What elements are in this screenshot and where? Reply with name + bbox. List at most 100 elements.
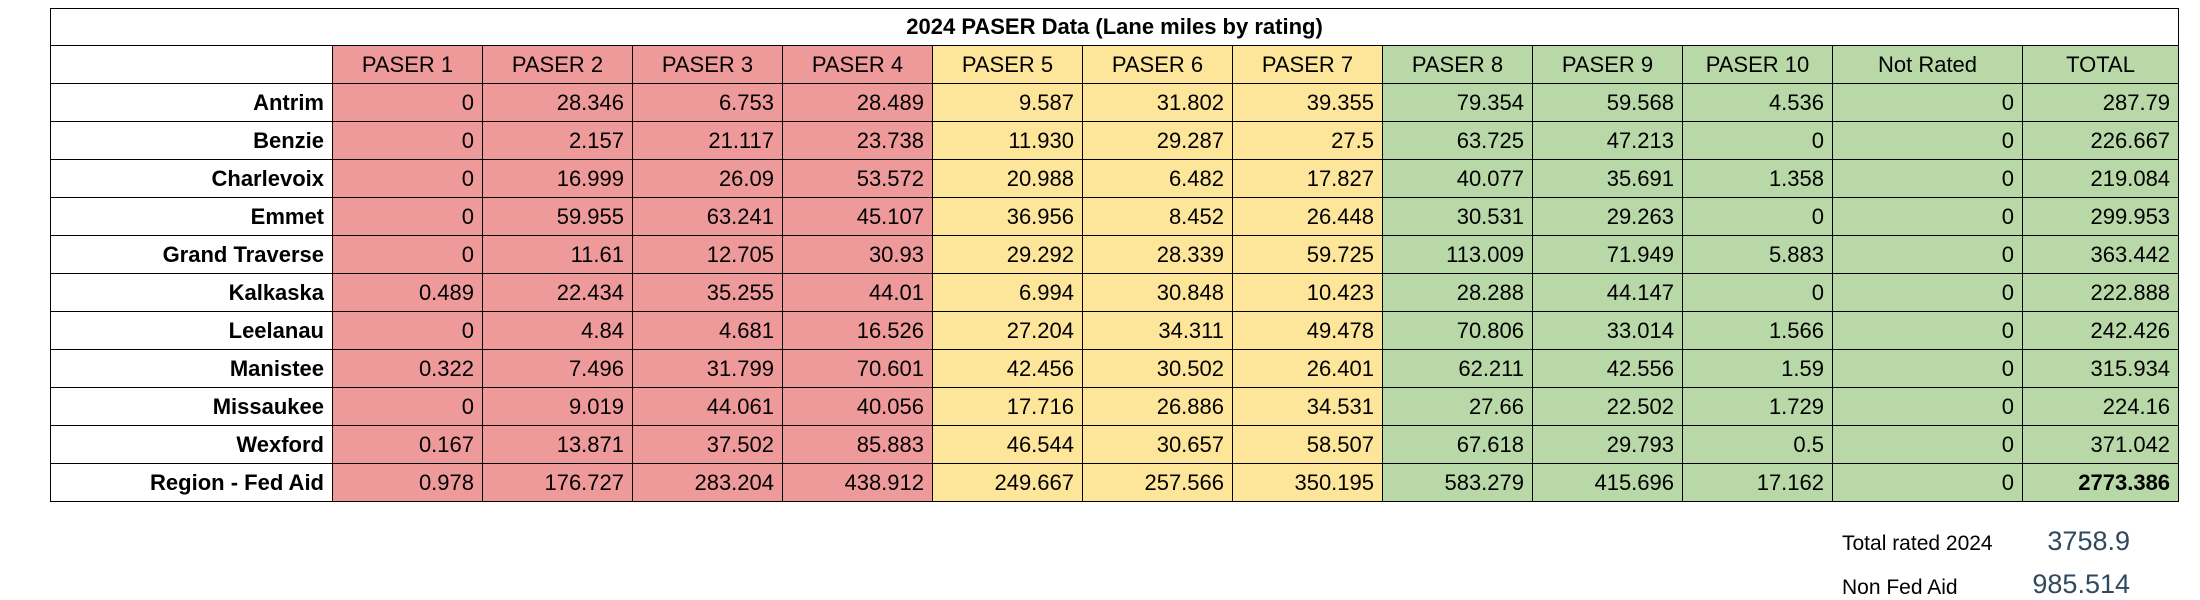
table-cell: 49.478	[1232, 311, 1383, 350]
table-cell: 35.255	[632, 273, 783, 312]
table-cell: 59.955	[482, 197, 633, 236]
table-cell: 257.566	[1082, 463, 1233, 502]
table-cell: 29.793	[1532, 425, 1683, 464]
table-cell: 36.956	[932, 197, 1083, 236]
table-cell: 26.448	[1232, 197, 1383, 236]
column-header: PASER 5	[932, 45, 1083, 84]
table-cell: 0	[332, 159, 483, 198]
table-cell: 31.802	[1082, 83, 1233, 122]
table-cell: 4.681	[632, 311, 783, 350]
county-name: Missaukee	[50, 387, 333, 426]
column-header: PASER 2	[482, 45, 633, 84]
table-cell: 0	[1832, 197, 2023, 236]
table-cell: 222.888	[2021, 273, 2180, 312]
table-cell: 0.322	[332, 349, 483, 388]
table-cell: 224.16	[2021, 387, 2180, 426]
paser-data-table: 2024 PASER Data (Lane miles by rating) P…	[49, 8, 2180, 502]
table-cell: 40.077	[1382, 159, 1533, 198]
table-cell: 29.263	[1532, 197, 1683, 236]
table-cell: 27.204	[932, 311, 1083, 350]
table-cell: 16.526	[782, 311, 933, 350]
county-name: Kalkaska	[50, 273, 333, 312]
table-cell: 22.434	[482, 273, 633, 312]
table-cell: 11.61	[482, 235, 633, 274]
non-fed-aid-value: 985.514	[2032, 569, 2130, 599]
table-cell: 53.572	[782, 159, 933, 198]
table-cell: 0	[332, 197, 483, 236]
table-row: Benzie 0 2.157 21.117 23.738 11.930 29.287 27.5…	[50, 121, 2180, 160]
table-cell: 39.355	[1232, 83, 1383, 122]
table-cell: 6.753	[632, 83, 783, 122]
county-name: Wexford	[50, 425, 333, 464]
total-rated-value: 3758.9	[2047, 526, 2130, 556]
table-cell: 1.566	[1682, 311, 1833, 350]
table-cell: 13.871	[482, 425, 633, 464]
table-cell: 30.657	[1082, 425, 1233, 464]
table-cell: 0	[1832, 387, 2023, 426]
column-header: PASER 1	[332, 45, 483, 84]
table-cell: 31.799	[632, 349, 783, 388]
column-header: TOTAL	[2021, 45, 2180, 84]
table-cell: 0.978	[332, 463, 483, 502]
table-cell: 30.93	[782, 235, 933, 274]
table-cell: 0	[1832, 121, 2023, 160]
table-cell: 37.502	[632, 425, 783, 464]
table-row: Antrim 0 28.346 6.753 28.489 9.587 31.802 39.35…	[50, 83, 2180, 122]
table-row: Leelanau 0 4.84 4.681 16.526 27.204 34.311 49.4…	[50, 311, 2180, 350]
table-cell: 71.949	[1532, 235, 1683, 274]
table-cell: 28.489	[782, 83, 933, 122]
table-cell: 34.531	[1232, 387, 1383, 426]
table-cell: 44.01	[782, 273, 933, 312]
table-cell: 0	[332, 235, 483, 274]
table-cell: 28.339	[1082, 235, 1233, 274]
table-cell: 6.994	[932, 273, 1083, 312]
table-cell: 0	[332, 387, 483, 426]
table-title: 2024 PASER Data (Lane miles by rating)	[49, 8, 2180, 46]
header-row: PASER 1 PASER 2 PASER 3 PASER 4 PASER 5 PASER…	[50, 45, 2180, 84]
table-cell: 34.311	[1082, 311, 1233, 350]
table-cell: 5.883	[1682, 235, 1833, 274]
table-cell: 30.848	[1082, 273, 1233, 312]
table-cell: 0	[1832, 83, 2023, 122]
table-cell: 6.482	[1082, 159, 1233, 198]
county-name: Antrim	[50, 83, 333, 122]
table-cell: 0.489	[332, 273, 483, 312]
table-cell: 70.806	[1382, 311, 1533, 350]
table-cell: 4.84	[482, 311, 633, 350]
total-rated-label: Total rated 2024	[1842, 532, 1993, 555]
table-cell: 287.79	[2021, 83, 2180, 122]
table-cell: 2773.386	[2021, 463, 2180, 502]
table-cell: 28.346	[482, 83, 633, 122]
county-name: Leelanau	[50, 311, 333, 350]
table-cell: 219.084	[2021, 159, 2180, 198]
table-cell: 44.147	[1532, 273, 1683, 312]
column-header: Not Rated	[1832, 45, 2023, 84]
column-header: PASER 3	[632, 45, 783, 84]
table-cell: 20.988	[932, 159, 1083, 198]
table-cell: 21.117	[632, 121, 783, 160]
table-row: Emmet 0 59.955 63.241 45.107 36.956 8.452 26.44…	[50, 197, 2180, 236]
title-row: 2024 PASER Data (Lane miles by rating)	[49, 8, 2180, 46]
table-cell: 42.456	[932, 349, 1083, 388]
table-cell: 1.729	[1682, 387, 1833, 426]
table-row: Grand Traverse 0 11.61 12.705 30.93 29.292 28.…	[50, 235, 2180, 274]
county-name: Charlevoix	[50, 159, 333, 198]
table-cell: 0	[1832, 349, 2023, 388]
table-cell: 62.211	[1382, 349, 1533, 388]
table-cell: 0	[332, 83, 483, 122]
table-cell: 63.241	[632, 197, 783, 236]
table-cell: 79.354	[1382, 83, 1533, 122]
column-header: PASER 9	[1532, 45, 1683, 84]
table-cell: 0.5	[1682, 425, 1833, 464]
table-cell: 26.401	[1232, 349, 1383, 388]
table-row: Missaukee 0 9.019 44.061 40.056 17.716 26.886 3…	[50, 387, 2180, 426]
table-row: Wexford 0.167 13.871 37.502 85.883 46.544 30.6…	[50, 425, 2180, 464]
table-cell: 58.507	[1232, 425, 1383, 464]
table-row: Manistee 0.322 7.496 31.799 70.601 42.456 30.5…	[50, 349, 2180, 388]
table-cell: 17.162	[1682, 463, 1833, 502]
table-cell: 30.502	[1082, 349, 1233, 388]
table-cell: 67.618	[1382, 425, 1533, 464]
table-cell: 11.930	[932, 121, 1083, 160]
table-cell: 46.544	[932, 425, 1083, 464]
table-cell: 44.061	[632, 387, 783, 426]
